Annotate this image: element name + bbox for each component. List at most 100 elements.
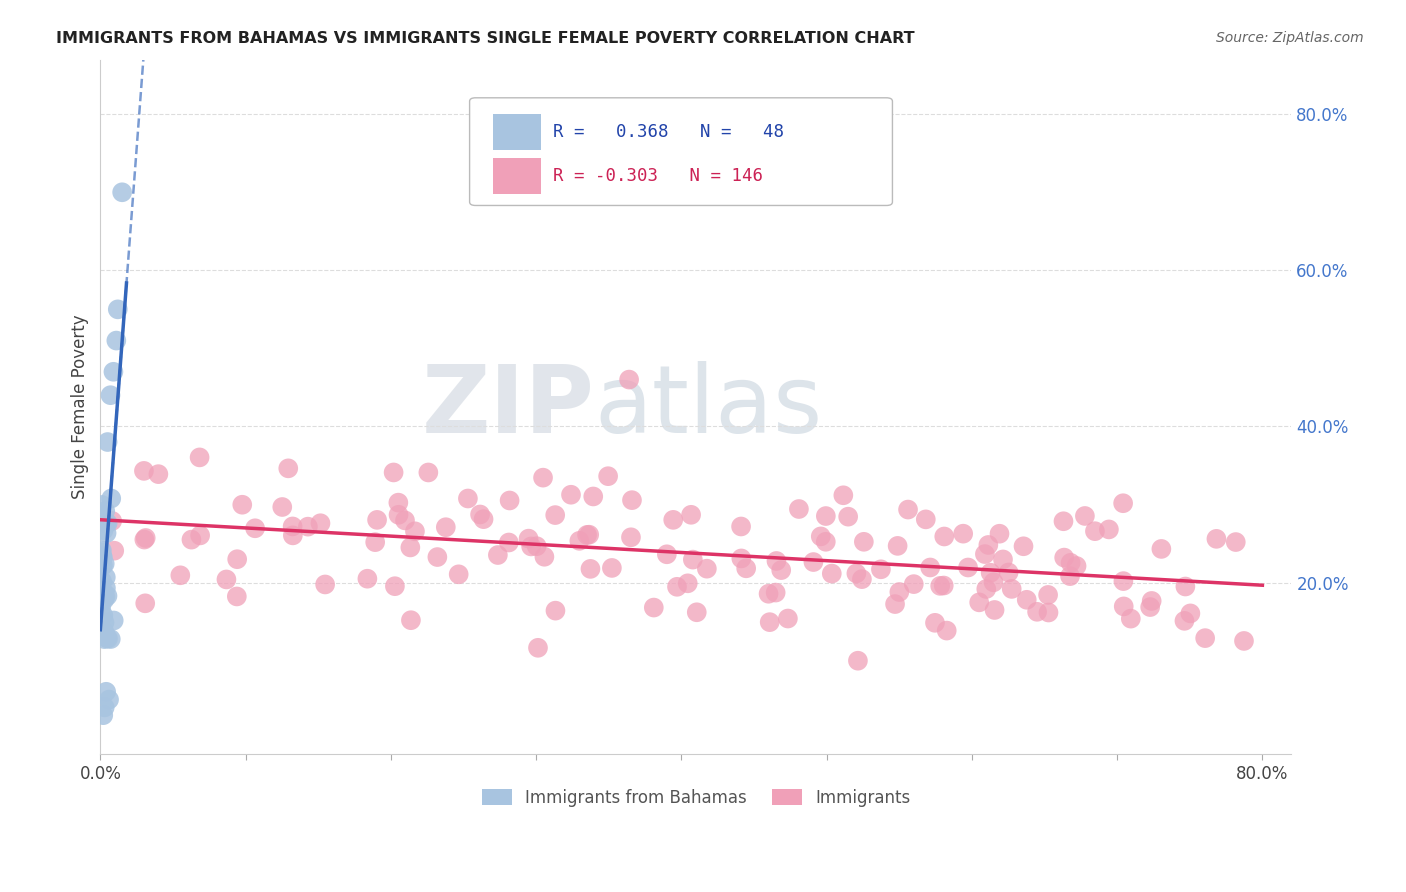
Point [135, 531, 157, 545]
Point [576, 528, 599, 542]
Point [845, 566, 868, 581]
Point [1098, 523, 1121, 537]
Point [134, 596, 156, 610]
Text: ZIP: ZIP [422, 361, 595, 453]
Point [851, 572, 873, 586]
Point [1053, 550, 1076, 565]
Point [920, 560, 942, 574]
Point [620, 493, 643, 508]
Point [277, 461, 299, 475]
Point [810, 529, 832, 543]
Point [94, 626, 117, 640]
Point [90, 586, 112, 600]
Point [243, 521, 266, 535]
Point [682, 552, 704, 566]
Point [814, 534, 837, 549]
Point [1026, 605, 1049, 619]
Point [897, 502, 920, 516]
Point [977, 538, 1000, 552]
Point [598, 469, 620, 483]
Point [821, 566, 844, 581]
Text: IMMIGRANTS FROM BAHAMAS VS IMMIGRANTS SINGLE FEMALE POVERTY CORRELATION CHART: IMMIGRANTS FROM BAHAMAS VS IMMIGRANTS SI… [56, 31, 915, 46]
Point [924, 615, 946, 630]
Point [929, 579, 952, 593]
Point [526, 539, 548, 553]
Point [399, 541, 422, 555]
Point [983, 575, 1005, 590]
Point [94, 570, 117, 584]
Point [188, 528, 211, 542]
Point [447, 567, 470, 582]
Point [90, 511, 112, 525]
Point [870, 562, 893, 576]
Point [1150, 541, 1173, 556]
Point [90, 586, 112, 600]
Point [730, 519, 752, 533]
Point [600, 561, 623, 575]
Point [1001, 582, 1024, 596]
Point [382, 466, 405, 480]
Point [384, 579, 406, 593]
Text: R =   0.368   N =   48: R = 0.368 N = 48 [553, 123, 785, 141]
Point [93, 585, 115, 599]
Point [1174, 580, 1197, 594]
Point [531, 470, 554, 484]
Point [468, 508, 491, 522]
Point [94, 504, 117, 518]
Point [686, 605, 709, 619]
Point [662, 513, 685, 527]
Point [643, 600, 665, 615]
Point [1036, 588, 1059, 602]
Point [486, 548, 509, 562]
Point [426, 549, 449, 564]
Point [1084, 524, 1107, 538]
Point [98, 692, 121, 706]
Point [578, 527, 600, 541]
Point [97, 632, 120, 646]
Point [418, 466, 440, 480]
Point [903, 577, 925, 591]
Point [1233, 634, 1256, 648]
Point [544, 508, 567, 522]
Point [1119, 612, 1142, 626]
Point [1225, 535, 1247, 549]
Point [533, 549, 555, 564]
Point [96, 516, 118, 531]
Point [1066, 559, 1088, 574]
Point [100, 632, 122, 646]
Point [91, 558, 114, 573]
Point [188, 450, 211, 465]
Point [107, 302, 129, 317]
Point [934, 529, 956, 543]
Point [1012, 539, 1035, 553]
Point [96, 526, 118, 541]
FancyBboxPatch shape [470, 98, 893, 205]
Point [111, 186, 134, 200]
Text: Source: ZipAtlas.com: Source: ZipAtlas.com [1216, 31, 1364, 45]
Point [837, 509, 859, 524]
Point [1059, 556, 1081, 570]
Point [169, 568, 191, 582]
Point [980, 566, 1002, 580]
Point [91, 550, 114, 565]
Point [457, 491, 479, 506]
Point [364, 535, 387, 549]
Point [1173, 614, 1195, 628]
Point [1205, 532, 1227, 546]
Legend: Immigrants from Bahamas, Immigrants: Immigrants from Bahamas, Immigrants [474, 780, 918, 815]
Point [735, 561, 758, 575]
Point [696, 562, 718, 576]
Point [617, 373, 640, 387]
Point [776, 611, 799, 625]
Point [758, 587, 780, 601]
Point [1194, 631, 1216, 645]
Point [765, 585, 787, 599]
Point [852, 534, 875, 549]
Text: R = -0.303   N = 146: R = -0.303 N = 146 [553, 167, 763, 185]
Point [309, 516, 332, 531]
Point [90, 543, 112, 558]
Point [281, 528, 304, 542]
Point [215, 573, 238, 587]
Point [96, 685, 118, 699]
Point [356, 572, 378, 586]
